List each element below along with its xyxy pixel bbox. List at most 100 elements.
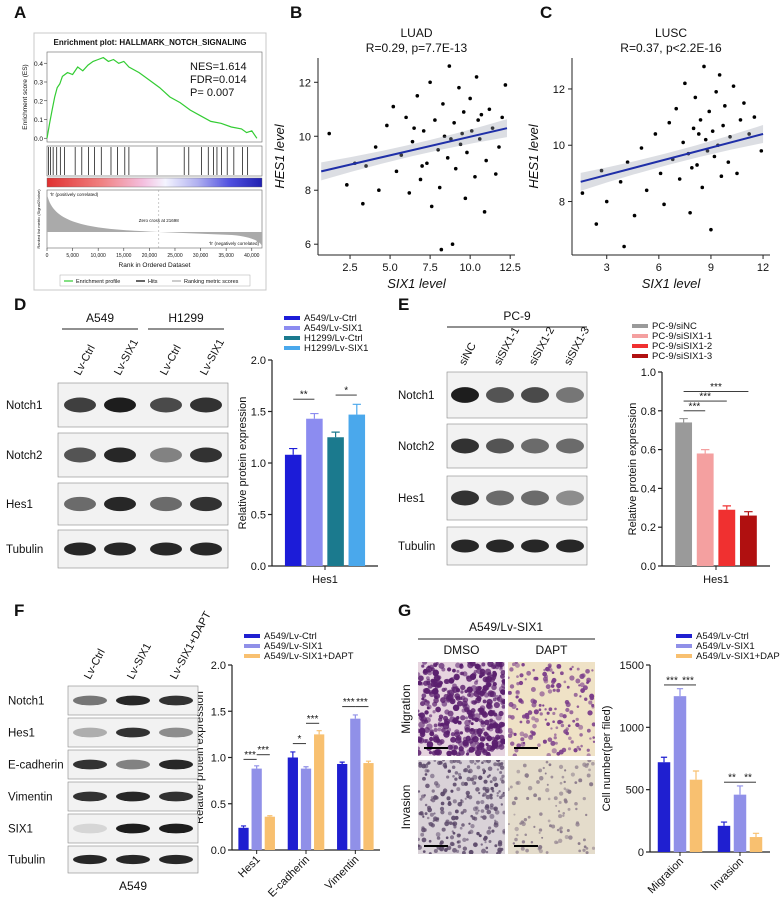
point [442,134,447,139]
cell [510,731,514,735]
group-label: H1299 [168,311,204,325]
point [327,131,332,136]
point [738,118,743,122]
cell [522,763,527,768]
blot-band [451,438,479,454]
protein-label: Notch2 [398,441,434,453]
cell [482,815,487,820]
cell [533,825,536,828]
cell [489,803,494,808]
cell [519,720,523,724]
cell [421,794,425,799]
cell [481,848,487,854]
cell [576,705,580,708]
cell [493,762,498,767]
cell [482,699,487,704]
cell [451,842,455,847]
cell [547,689,553,694]
cell [468,822,471,825]
legend-swatch [632,324,648,328]
plot-frame [46,51,263,143]
cell [512,753,517,756]
chart-title: Enrichment plot: HALLMARK_NOTCH_SIGNALIN… [54,38,247,47]
cell [448,677,455,684]
cell [530,687,536,692]
cell [424,710,429,715]
chart-subtitle: R=0.37, p<2.2E-16 [620,41,722,55]
cell [557,810,561,813]
cell [516,769,521,774]
bar [251,768,262,850]
cell [426,741,434,748]
cell [519,731,525,737]
cell [446,796,451,801]
cell [521,821,526,827]
cell [508,702,514,708]
point [688,210,692,215]
bar [238,827,249,850]
cell [497,840,503,845]
cell [485,788,490,794]
cell [470,662,476,667]
cell [508,787,510,792]
cell [523,818,528,822]
cell [467,662,472,665]
protein-label: SIX1 [8,824,33,836]
cell [466,686,473,693]
cell [427,807,433,813]
blot-band [159,727,193,738]
cell [428,839,432,843]
point [674,106,679,111]
cell [562,811,566,815]
cell [441,687,446,692]
cell [488,826,492,830]
cell [421,664,425,668]
cell [418,721,425,729]
cell [559,781,563,785]
bar [348,414,366,566]
point [429,204,434,209]
cell [585,668,590,674]
y-tick-label: 10 [553,140,565,152]
cell [539,712,543,716]
cell [524,678,527,681]
cell [575,822,580,827]
cell [452,782,457,787]
blot-band [159,759,193,770]
cell [420,733,425,738]
cell [447,710,454,717]
cell [480,721,486,728]
error-bar [303,766,309,769]
cell [452,799,457,804]
cell [547,819,551,823]
sig-label: *** [343,697,355,708]
cell [478,791,481,795]
cell [485,752,491,756]
cell [525,848,529,853]
cell [549,824,553,828]
point [702,64,706,69]
point [404,115,408,120]
x-tick-label: 2.5 [342,262,357,274]
cell [439,738,445,745]
point [415,93,420,98]
error-bar [692,770,700,780]
cell [501,704,505,709]
cell [491,829,495,833]
cell [511,801,516,806]
cell [449,716,456,723]
cell [521,714,526,719]
cell [582,796,586,801]
cell [583,845,587,849]
x-tick-label: E-cadherin [266,854,312,900]
cell [564,835,569,840]
y-axis-label: Enrichment score (ES) [22,64,29,129]
note: 'h' (negatively correlated) [209,241,259,246]
y-tick-label: 0.2 [641,522,656,534]
cell [512,842,516,845]
point [752,115,757,119]
cell [438,714,444,719]
cell [418,672,421,677]
cell [546,722,550,726]
cell [536,780,540,784]
